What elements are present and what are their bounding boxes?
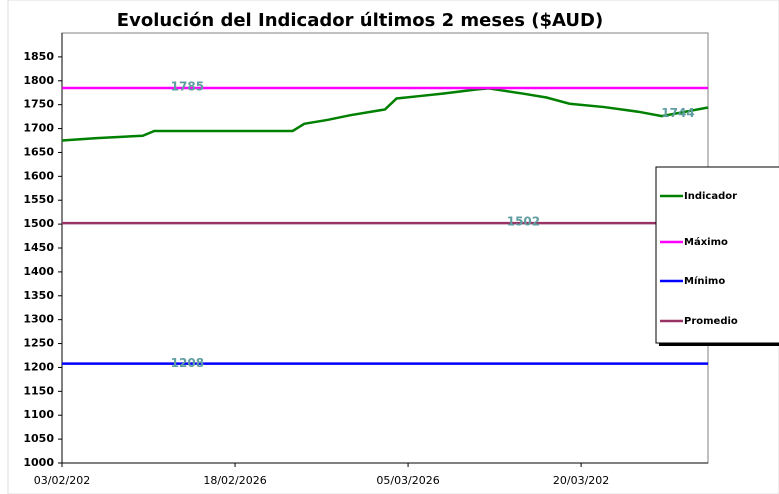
y-tick-label: 1450 [23, 241, 54, 254]
y-tick-label: 1250 [23, 337, 54, 350]
y-tick-label: 1800 [23, 74, 54, 87]
x-tick-label: 18/02/2026 [203, 474, 266, 487]
x-tick-label: 03/02/202 [34, 474, 90, 487]
y-tick-label: 1200 [23, 360, 54, 373]
y-tick-label: 1350 [23, 289, 54, 302]
y-tick-label: 1000 [23, 456, 54, 469]
plot-area [61, 32, 709, 464]
y-tick-label: 1100 [23, 408, 54, 421]
y-tick-label: 1700 [23, 122, 54, 135]
y-tick-label: 1600 [23, 169, 54, 182]
chart-title: Evolución del Indicador últimos 2 meses … [117, 10, 603, 31]
series-line [61, 87, 709, 142]
y-tick-label: 1550 [23, 193, 54, 206]
y-tick-label: 1750 [23, 98, 54, 111]
data-label: 1744 [661, 106, 694, 120]
y-tick-label: 1050 [23, 432, 54, 445]
y-tick-label: 1850 [23, 50, 54, 63]
data-label: 1785 [171, 79, 204, 93]
y-tick-label: 1300 [23, 313, 54, 326]
y-tick-label: 1150 [23, 384, 54, 397]
y-tick-label: 1650 [23, 145, 54, 158]
y-tick-label: 1400 [23, 265, 54, 278]
x-tick-label: 05/03/2026 [376, 474, 439, 487]
legend-label: Máximo [684, 236, 728, 248]
y-tick-label: 1500 [23, 217, 54, 230]
data-label: 1502 [507, 215, 540, 229]
data-label: 1208 [171, 356, 204, 370]
x-tick-label: 20/03/202 [553, 474, 609, 487]
legend-label: Mínimo [684, 275, 725, 287]
legend-label: Indicador [684, 191, 737, 202]
legend-label: Promedio [684, 316, 738, 327]
legend: Indicador Máximo Mínimo Promedio [655, 166, 779, 346]
